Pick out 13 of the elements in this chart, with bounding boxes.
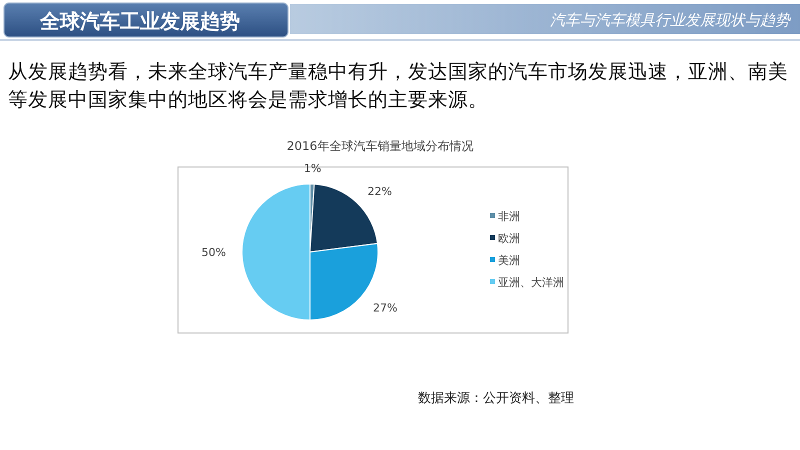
legend-label: 非洲 [498,210,520,223]
data-label: 27% [373,302,398,315]
legend-label: 美洲 [498,254,520,267]
legend-label: 欧洲 [498,232,520,245]
text: 汽车与汽车模具行业发展现状与趋势 [550,11,792,29]
text: 全球汽车工业发展趋势 [39,9,240,33]
chart-title: 2016年全球汽车销量地域分布情况 [286,139,474,153]
data-label: 1% [304,162,322,176]
data-label: 50% [202,246,226,259]
legend-label: 亚洲、大洋洲 [498,276,564,289]
source-note: 数据来源：公开资料、整理 [418,391,574,406]
text: 从发展趋势看，未来全球汽车产量稳中有升，发达国家的汽车市场发展迅速，亚洲、南美等发展中国家集中的地区将会是需求增长的主要来源。 [8,59,789,113]
data-label: 22% [368,184,392,198]
